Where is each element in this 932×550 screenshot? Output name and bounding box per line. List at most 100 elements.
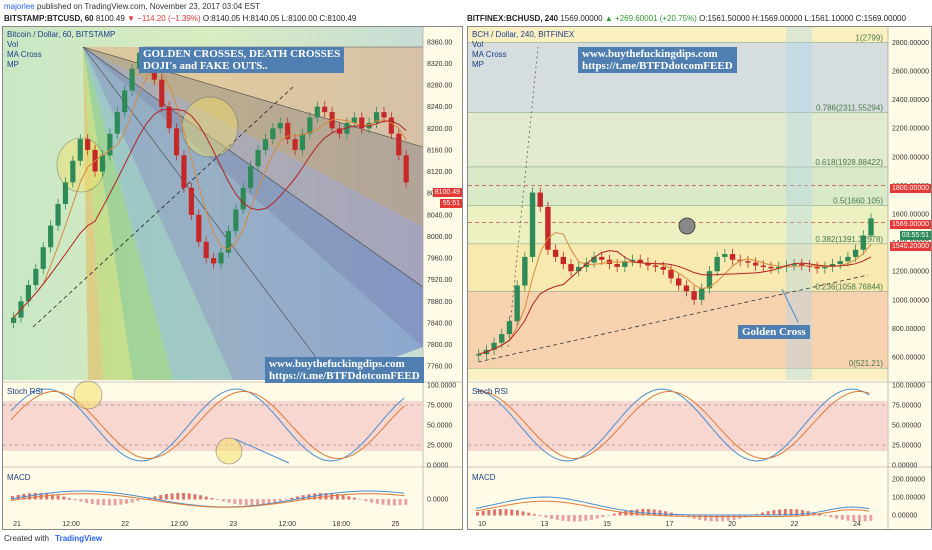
bch-banner-tg[interactable]: https://t.me/BTFDdotcomFEED: [582, 60, 733, 72]
macd-histogram-bar: [404, 499, 408, 505]
btc-legend-vol: Vol: [7, 40, 19, 49]
btc-banner-bottom[interactable]: www.buythefuckingdips.com https://t.me/B…: [265, 357, 424, 383]
ma-slow-line: [13, 108, 407, 318]
macd-histogram-bar: [50, 494, 54, 500]
macd-histogram-bar: [239, 499, 242, 505]
macd-histogram-bar: [62, 496, 66, 500]
bch-rsi-band: [468, 401, 888, 451]
bch-legend-title: BCH / Dollar, 240, BITFINEX: [472, 30, 575, 39]
macd-histogram-bar: [113, 499, 117, 506]
bch-macd-label: MACD: [472, 473, 496, 482]
candle-body: [768, 266, 774, 269]
bch-legend-ma: MA Cross: [472, 50, 507, 59]
candle-body: [107, 133, 113, 156]
candle-body: [166, 106, 172, 129]
candle-body: [203, 241, 209, 259]
candle-body: [173, 128, 180, 156]
macd-histogram-bar: [578, 515, 582, 522]
macd-histogram-bar: [698, 515, 702, 520]
btc-chart-svg[interactable]: 7760.00 7800.00 7840.00 7880.00 7920.00 7960.…: [3, 27, 462, 529]
candle-body: [529, 192, 536, 257]
candle-body: [776, 266, 782, 269]
rsi-tick-label: 75.0000: [427, 403, 452, 410]
macd-histogram-bar: [590, 515, 593, 520]
macd-histogram-bar: [840, 515, 844, 520]
rsi-tick-label: 25.00000: [892, 443, 921, 450]
candle-body: [614, 264, 620, 267]
macd-histogram-bar: [544, 515, 548, 518]
btc-banner-url[interactable]: www.buythefuckingdips.com: [269, 358, 405, 370]
macd-histogram-bar: [601, 515, 605, 518]
btc-banner-tg[interactable]: https://t.me/BTFDdotcomFEED: [269, 370, 420, 382]
macd-histogram-bar: [715, 515, 719, 522]
btc-banner-top-line2: DOJI's and FAKE OUTS..: [143, 60, 268, 72]
macd-histogram-bar: [364, 499, 368, 502]
macd-histogram-bar: [353, 497, 356, 500]
candle-body: [70, 160, 76, 183]
right-symbol-line: BITFINEX:BCHUSD, 240 1569.00000 ▲ +269.6…: [467, 14, 906, 23]
author-link[interactable]: majorlee: [4, 2, 35, 11]
price-tick-label: 2600.00000: [892, 69, 929, 76]
candle-body: [691, 291, 697, 300]
macd-histogram-bar: [102, 499, 106, 506]
candle-body: [225, 231, 231, 253]
fib-level-label: 0(521.21): [849, 359, 884, 368]
price-tick-label: 600.00000: [892, 354, 925, 361]
macd-histogram-bar: [119, 499, 123, 505]
bch-legend-vol: Vol: [472, 40, 484, 49]
macd-histogram-bar: [612, 513, 616, 516]
candle-body: [537, 192, 543, 207]
candle-body: [522, 256, 528, 286]
macd-histogram-bar: [216, 499, 220, 500]
bch-chart-panel[interactable]: 1(2799) 0.786(2311.55294) 0.618(1928.88422…: [467, 26, 932, 530]
macd-histogram-bar: [778, 509, 782, 516]
fib-level-label: 0.236(1058.76844): [815, 282, 883, 291]
fan-sector-7: [83, 47, 173, 380]
candle-body: [845, 256, 851, 262]
time-tick-label: 10: [478, 521, 486, 528]
macd-histogram-bar: [515, 510, 519, 516]
rsi-tick-label: 50.00000: [892, 423, 921, 430]
bch-stoch-rsi: 0.00000 25.00000 50.00000 75.00000 100.00000: [468, 383, 925, 470]
candle-body: [683, 285, 690, 292]
macd-tick-label: 0.00000: [892, 513, 917, 520]
rsi-arrow: [234, 438, 290, 464]
bch-banner-url[interactable]: www.buythefuckingdips.com: [582, 48, 718, 60]
candle-body: [676, 278, 682, 286]
candle-body: [637, 259, 643, 263]
candle-body: [48, 225, 54, 248]
macd-histogram-bar: [857, 515, 861, 522]
candle-body: [181, 155, 187, 188]
time-tick-label: 18:00: [333, 521, 351, 528]
macd-histogram-bar: [375, 499, 379, 504]
macd-histogram-bar: [330, 493, 334, 500]
highlight-circle-2: [181, 96, 239, 158]
macd-histogram-bar: [193, 494, 197, 500]
candle-body: [506, 321, 513, 335]
bch-level-1540-tag: 1540.20000: [890, 242, 931, 251]
price-tick-label: 8240.00: [427, 104, 452, 111]
golden-cross-arrow: [781, 288, 799, 323]
candle-body: [359, 117, 365, 129]
macd-histogram-bar: [812, 512, 816, 516]
time-tick-label: 15: [603, 521, 611, 528]
price-tick-label: 8160.00: [427, 147, 452, 154]
bch-time-highlight: [786, 27, 812, 380]
rsi-tick-label: 75.00000: [892, 403, 921, 410]
rsi-tick-label: 50.0000: [427, 423, 452, 430]
macd-histogram-bar: [726, 515, 730, 521]
price-tick-label: 7760.00: [427, 364, 452, 371]
macd-histogram-bar: [766, 511, 770, 516]
candle-body: [699, 288, 705, 300]
bch-banner[interactable]: www.buythefuckingdips.com https://t.me/B…: [578, 47, 737, 73]
btc-chart-panel[interactable]: 7760.00 7800.00 7840.00 7880.00 7920.00 7960.…: [2, 26, 463, 530]
price-tick-label: 8360.00: [427, 39, 452, 46]
macd-histogram-bar: [210, 497, 214, 500]
candle-body: [388, 117, 394, 134]
candle-body: [307, 117, 313, 134]
macd-histogram-bar: [647, 509, 650, 516]
tradingview-logo[interactable]: TradingView: [55, 534, 103, 543]
price-tick-label: 7920.00: [427, 277, 452, 284]
bch-chart-svg[interactable]: 1(2799) 0.786(2311.55294) 0.618(1928.88422…: [468, 27, 931, 529]
candle-body: [314, 106, 320, 118]
